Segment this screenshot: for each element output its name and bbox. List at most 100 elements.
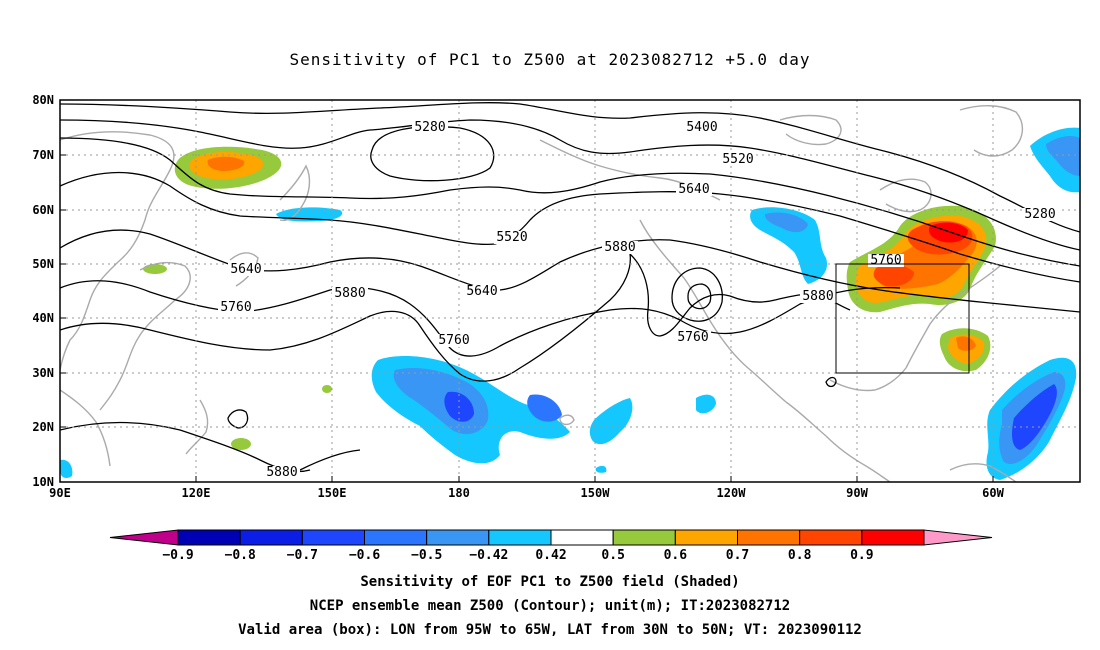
colorbar-tick-label: −0.6 — [349, 548, 380, 563]
colorbar-box — [177, 529, 241, 546]
contour-north-3 — [60, 137, 1080, 267]
shade-positive-atlantic-core — [956, 336, 976, 351]
shade-negative-central-pacific-s — [589, 398, 633, 445]
colorbar-tick-label: −0.9 — [162, 548, 193, 563]
shade-negative-greenland-inner — [1046, 136, 1080, 176]
coast-asia — [60, 131, 175, 371]
coast-indochina — [60, 389, 111, 467]
contour-closed-inner — [687, 283, 712, 310]
colorbar-box — [861, 529, 925, 546]
shade-green-dot-1 — [143, 264, 167, 274]
coast-philippines — [185, 399, 209, 455]
contour-label: 5880 — [604, 240, 635, 255]
coast-mexico — [785, 401, 891, 482]
colorbar-box — [488, 529, 552, 546]
contour-label-bg — [675, 331, 711, 344]
colorbar-box — [799, 529, 863, 546]
colorbar-tick-label: 0.42 — [535, 548, 566, 563]
valid-area-box — [835, 263, 970, 374]
contour-label-bg — [264, 466, 300, 479]
lon-label: 150E — [318, 486, 347, 500]
map-frame — [59, 99, 1081, 483]
coast-arctic-islands — [779, 114, 842, 146]
contour-caribbean — [825, 376, 837, 388]
contour-label-bg — [464, 285, 500, 298]
contour-label: 5280 — [1024, 207, 1055, 222]
lat-label: 80N — [32, 93, 54, 107]
contour-label-bg — [332, 287, 368, 300]
contour-5880-west — [60, 253, 631, 382]
coast-na-west — [639, 219, 787, 403]
contour-label: 5760 — [220, 300, 251, 315]
colorbar-tick-label: −0.5 — [411, 548, 442, 563]
contour-label-bg — [720, 153, 756, 166]
contour-label: 5880 — [802, 289, 833, 304]
contour-north-2 — [60, 119, 1080, 251]
coast-south-america — [949, 463, 1017, 482]
colorbar-tick-label: −0.7 — [287, 548, 318, 563]
coast-greenland — [959, 105, 1023, 157]
shade-negative-small-1 — [696, 394, 716, 414]
coast-hawaii — [559, 414, 575, 426]
lat-label: 40N — [32, 311, 54, 325]
contour-label: 5400 — [686, 120, 717, 135]
colorbar-box — [301, 529, 366, 546]
shaded-sensitivity — [60, 127, 1080, 480]
coast-japan — [229, 252, 259, 287]
contour-label: 5640 — [678, 182, 709, 197]
lon-label: 180 — [448, 486, 470, 500]
contour-labels: 5280 5400 5520 5640 5880 5520 5640 5760 5640 5880… — [218, 120, 1058, 480]
footer-line-1: Sensitivity of EOF PC1 to Z500 field (Sh… — [360, 574, 740, 590]
colorbar-box — [239, 529, 303, 546]
contour-label: 5880 — [266, 465, 297, 480]
contour-label: 5640 — [230, 262, 261, 277]
contour-north-1 — [60, 102, 1080, 233]
shade-positive-siberia-core — [207, 156, 245, 171]
coast-kamchatka — [279, 164, 311, 222]
contour-closed-low — [671, 267, 723, 322]
shade-negative-atlantic-core — [1012, 384, 1057, 450]
coast-na-east — [905, 265, 1001, 369]
contour-label: 5640 — [466, 284, 497, 299]
colorbar-box — [737, 529, 801, 546]
contour-label-bg — [228, 263, 264, 276]
shade-green-dot-3 — [322, 385, 332, 393]
shade-negative-small-3 — [60, 459, 73, 478]
contour-label: 5520 — [496, 230, 527, 245]
contour-label-bg — [602, 241, 638, 254]
colorbar-tick-label: −0.8 — [225, 548, 256, 563]
contour-label: 5760 — [870, 253, 901, 268]
contour-label-bg — [676, 183, 712, 196]
longitude-labels: 90E 120E 150E 180 150W 120W 90W 60W — [49, 486, 1004, 500]
contour-label-bg — [436, 334, 472, 347]
colorbar-tick-label: −0.42 — [469, 548, 508, 563]
colorbar-tick-label: 0.5 — [601, 548, 624, 563]
contour-label-bg — [412, 121, 448, 134]
colorbar-box — [426, 529, 490, 546]
colorbar-tick-label: 0.6 — [664, 548, 688, 563]
colorbar-box — [364, 529, 428, 546]
shade-negative-central-pacific-e — [527, 394, 562, 422]
contour-label-bg — [684, 121, 720, 134]
lon-label: 120E — [182, 486, 211, 500]
map-title: Sensitivity of PC1 to Z500 at 2023082712… — [289, 50, 811, 69]
lat-label: 50N — [32, 257, 54, 271]
shade-negative-small-2 — [595, 465, 607, 473]
contour-label-bg — [494, 231, 530, 244]
coast-gulf — [829, 367, 907, 392]
contour-label: 5760 — [677, 330, 708, 345]
contour-5880-south — [299, 449, 361, 471]
colorbar-tick-label: 0.7 — [726, 548, 749, 563]
shade-green-dot-2 — [231, 438, 251, 450]
colorbar-tick-label: 0.8 — [788, 548, 812, 563]
colorbar-tick-label: 0.9 — [850, 548, 873, 563]
shade-negative-canada-inner — [764, 212, 808, 233]
shade-positive-great-lakes-core2 — [873, 264, 914, 287]
lon-label: 60W — [982, 486, 1004, 500]
contour-label: 5520 — [722, 152, 753, 167]
lat-label: 10N — [32, 475, 54, 489]
lon-label: 120W — [717, 486, 747, 500]
latitude-labels: 80N 70N 60N 50N 40N 30N 20N 10N — [32, 93, 54, 489]
axis-ticks — [59, 99, 994, 483]
